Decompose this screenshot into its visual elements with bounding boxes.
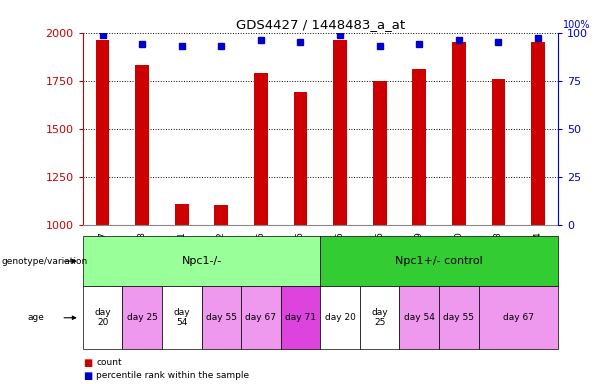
Text: day 71: day 71 (285, 313, 316, 322)
Bar (452, 42, 466, 225)
Text: day
20: day 20 (94, 308, 111, 328)
Text: percentile rank within the sample: percentile rank within the sample (96, 371, 249, 380)
Text: genotype/variation: genotype/variation (1, 257, 88, 266)
Text: day 54: day 54 (404, 313, 435, 322)
Bar (294, 92, 308, 225)
Bar (373, 81, 387, 225)
Text: Npc1-/-: Npc1-/- (181, 256, 222, 266)
Bar (333, 40, 347, 225)
Text: day 20: day 20 (325, 313, 356, 322)
Text: day 55: day 55 (206, 313, 237, 322)
Text: Npc1+/- control: Npc1+/- control (395, 256, 483, 266)
Title: GDS4427 / 1448483_a_at: GDS4427 / 1448483_a_at (236, 18, 405, 31)
Bar (531, 42, 545, 225)
Text: ■: ■ (83, 358, 92, 368)
Bar (175, 204, 189, 225)
Bar (492, 79, 505, 225)
Bar (413, 69, 426, 225)
Text: day 67: day 67 (503, 313, 534, 322)
Text: day 67: day 67 (245, 313, 276, 322)
Text: count: count (96, 358, 122, 367)
Bar (215, 205, 228, 225)
Text: age: age (28, 313, 45, 322)
Text: day 25: day 25 (127, 313, 158, 322)
Text: day
54: day 54 (173, 308, 190, 328)
Bar (135, 65, 149, 225)
Text: 100%: 100% (563, 20, 591, 30)
Text: ■: ■ (83, 371, 92, 381)
Bar (254, 73, 268, 225)
Text: day 55: day 55 (443, 313, 474, 322)
Bar (96, 40, 110, 225)
Text: day
25: day 25 (371, 308, 388, 328)
